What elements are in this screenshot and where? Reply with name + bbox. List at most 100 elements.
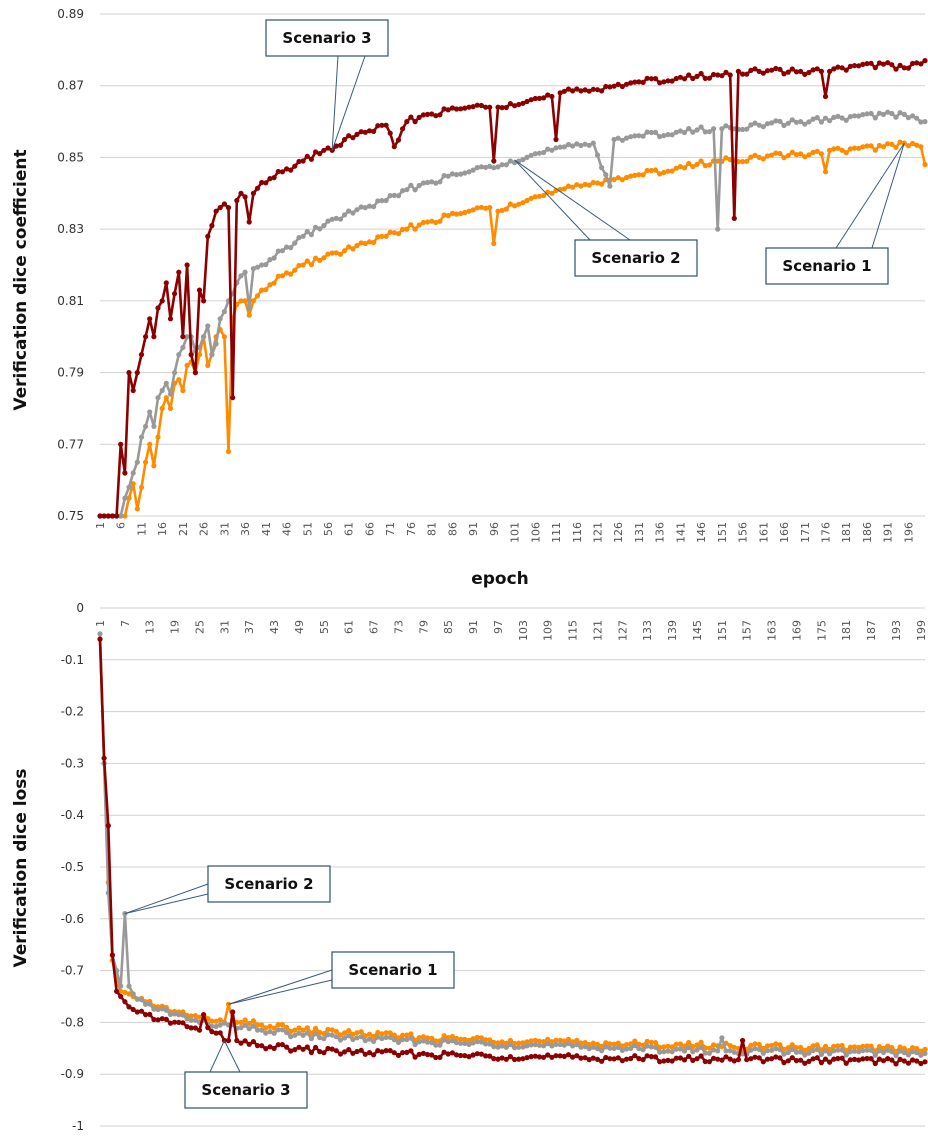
series-point bbox=[889, 110, 895, 117]
series-point bbox=[151, 463, 157, 469]
series-point bbox=[723, 123, 729, 129]
series-point bbox=[868, 60, 874, 66]
series-point bbox=[764, 1056, 771, 1062]
series-point bbox=[242, 298, 248, 304]
series-point bbox=[541, 192, 547, 199]
series-point bbox=[553, 1053, 559, 1059]
series-point bbox=[404, 1049, 410, 1055]
series-point bbox=[300, 1032, 306, 1038]
series-point bbox=[764, 1043, 771, 1049]
series-point bbox=[395, 137, 402, 143]
series-point bbox=[205, 1025, 211, 1031]
series-point bbox=[275, 1022, 281, 1028]
series-point bbox=[818, 1060, 825, 1066]
series-point bbox=[437, 218, 443, 224]
series-point bbox=[288, 245, 294, 251]
series-point bbox=[536, 1042, 543, 1048]
series-point bbox=[686, 1039, 692, 1046]
series-point bbox=[586, 88, 592, 94]
series-point bbox=[155, 305, 161, 311]
series-point bbox=[594, 180, 601, 186]
x-tick-label: 136 bbox=[654, 522, 667, 543]
series-point bbox=[429, 111, 435, 117]
series-point bbox=[288, 271, 294, 277]
series-point bbox=[690, 75, 696, 82]
series-point bbox=[764, 68, 771, 74]
series-point bbox=[864, 1047, 870, 1053]
series-point bbox=[536, 95, 543, 101]
series-point bbox=[416, 222, 422, 228]
series-point bbox=[279, 1042, 285, 1048]
series-point bbox=[412, 119, 418, 125]
series-point bbox=[383, 122, 389, 128]
series-point bbox=[719, 126, 725, 132]
series-point bbox=[905, 143, 912, 149]
series-point bbox=[822, 1043, 829, 1049]
y-tick-label: 0.75 bbox=[57, 509, 84, 523]
series-point bbox=[632, 79, 638, 85]
series-point bbox=[918, 144, 924, 150]
series-point bbox=[532, 194, 538, 200]
series-point bbox=[445, 173, 451, 179]
coefficient-chart-annotations: Scenario 3 Scenario 2 Scenario 1 bbox=[265, 19, 905, 285]
series-point bbox=[731, 1044, 737, 1050]
series-point bbox=[101, 513, 107, 519]
series-point bbox=[317, 1035, 323, 1041]
series-point bbox=[640, 1057, 646, 1063]
series-point bbox=[507, 101, 513, 107]
series-point bbox=[607, 1041, 613, 1047]
series-point bbox=[532, 1042, 538, 1048]
series-point bbox=[474, 1039, 480, 1045]
series-point bbox=[793, 1045, 800, 1051]
series-point bbox=[661, 1058, 667, 1064]
series-point bbox=[856, 113, 862, 119]
series-point bbox=[702, 1058, 708, 1065]
series-point bbox=[400, 1032, 406, 1038]
series-point bbox=[230, 1009, 236, 1015]
series-point bbox=[843, 1052, 849, 1058]
series-point bbox=[250, 1023, 256, 1029]
series-point bbox=[756, 1041, 762, 1048]
series-point bbox=[296, 262, 302, 269]
series-point bbox=[313, 149, 319, 155]
series-point bbox=[740, 159, 746, 165]
series-point bbox=[134, 506, 140, 512]
series-point bbox=[810, 1047, 816, 1054]
series-point bbox=[101, 755, 107, 761]
x-tick-label: 157 bbox=[741, 620, 754, 641]
y-tick-label: -0.4 bbox=[61, 808, 84, 822]
series-point bbox=[225, 205, 232, 211]
series-point bbox=[184, 362, 190, 368]
series-point bbox=[835, 145, 841, 151]
series-point bbox=[847, 114, 854, 120]
series-point bbox=[346, 1028, 352, 1034]
series-point bbox=[565, 1040, 572, 1047]
series-point bbox=[553, 1041, 559, 1047]
series-point bbox=[880, 1045, 887, 1051]
series-point bbox=[242, 1022, 248, 1028]
series-point bbox=[657, 1049, 663, 1055]
series-point bbox=[827, 1051, 833, 1057]
series-point bbox=[603, 1054, 609, 1061]
series-point bbox=[483, 205, 489, 211]
series-point bbox=[404, 119, 410, 125]
series-point bbox=[711, 1055, 717, 1061]
series-point bbox=[483, 1053, 489, 1059]
series-point bbox=[279, 1022, 285, 1028]
x-tick-label: 151 bbox=[716, 620, 729, 641]
series-point bbox=[773, 150, 779, 156]
callout-leader bbox=[514, 159, 631, 241]
series-point bbox=[163, 280, 169, 286]
series-point bbox=[851, 63, 858, 69]
series-point bbox=[221, 1037, 227, 1044]
series-point bbox=[876, 1056, 883, 1062]
x-tick-label: 103 bbox=[517, 620, 530, 641]
series-point bbox=[259, 1022, 265, 1028]
series-point bbox=[856, 1049, 862, 1055]
series-point bbox=[827, 68, 833, 74]
series-point bbox=[615, 135, 621, 141]
callout-leader bbox=[331, 55, 366, 151]
series-point bbox=[615, 1055, 621, 1061]
series-point bbox=[300, 1046, 306, 1052]
series-point bbox=[603, 172, 609, 178]
